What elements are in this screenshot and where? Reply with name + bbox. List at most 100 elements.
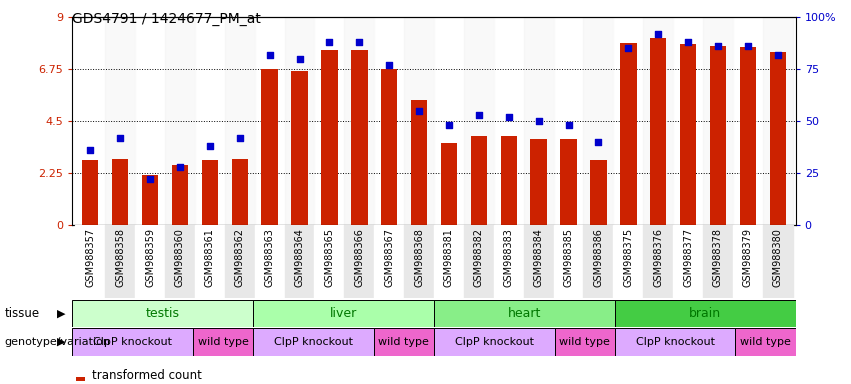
Text: GSM988383: GSM988383 bbox=[504, 228, 514, 287]
Bar bbox=[762, 17, 792, 225]
Text: GDS4791 / 1424677_PM_at: GDS4791 / 1424677_PM_at bbox=[72, 12, 261, 25]
Bar bbox=[172, 165, 188, 225]
Point bbox=[621, 45, 635, 51]
Text: GSM988361: GSM988361 bbox=[205, 228, 214, 287]
Point bbox=[711, 43, 725, 50]
Bar bbox=[381, 69, 397, 225]
Bar bbox=[284, 17, 315, 225]
Bar bbox=[673, 225, 703, 298]
Bar bbox=[553, 225, 584, 298]
Bar bbox=[195, 17, 225, 225]
Bar bbox=[740, 47, 756, 225]
Bar bbox=[560, 139, 577, 225]
Bar bbox=[584, 225, 614, 298]
Point bbox=[83, 147, 97, 153]
Text: GSM988375: GSM988375 bbox=[623, 228, 633, 287]
Bar bbox=[76, 225, 106, 298]
Text: GSM988365: GSM988365 bbox=[324, 228, 334, 287]
Bar bbox=[351, 50, 368, 225]
Point bbox=[443, 122, 456, 128]
Text: ClpP knockout: ClpP knockout bbox=[636, 337, 715, 347]
Point bbox=[113, 134, 127, 141]
Bar bbox=[345, 17, 374, 225]
Text: GSM988357: GSM988357 bbox=[85, 228, 95, 287]
Bar bbox=[72, 300, 254, 327]
Point bbox=[173, 164, 186, 170]
Text: GSM988363: GSM988363 bbox=[265, 228, 275, 287]
Point bbox=[562, 122, 575, 128]
Bar bbox=[523, 225, 553, 298]
Bar bbox=[434, 225, 464, 298]
Text: GSM988384: GSM988384 bbox=[534, 228, 544, 287]
Bar bbox=[673, 17, 703, 225]
Text: GSM988362: GSM988362 bbox=[235, 228, 245, 287]
Bar bbox=[254, 328, 374, 356]
Bar bbox=[202, 160, 218, 225]
Text: brain: brain bbox=[689, 307, 722, 320]
Point bbox=[472, 112, 486, 118]
Point bbox=[323, 39, 336, 45]
Bar bbox=[106, 17, 135, 225]
Text: wild type: wild type bbox=[379, 337, 429, 347]
Bar bbox=[82, 160, 99, 225]
Bar bbox=[112, 159, 129, 225]
Bar bbox=[710, 46, 726, 225]
Point bbox=[741, 43, 755, 50]
Bar bbox=[591, 160, 607, 225]
Bar bbox=[135, 225, 165, 298]
Bar bbox=[225, 225, 254, 298]
Text: ClpP knockout: ClpP knockout bbox=[93, 337, 172, 347]
Bar bbox=[441, 143, 457, 225]
Bar bbox=[530, 139, 547, 225]
Bar bbox=[762, 225, 792, 298]
Bar bbox=[165, 17, 195, 225]
Bar bbox=[614, 328, 735, 356]
Text: GSM988364: GSM988364 bbox=[294, 228, 305, 287]
Text: genotype/variation: genotype/variation bbox=[4, 337, 111, 347]
Point bbox=[532, 118, 545, 124]
Point bbox=[412, 108, 426, 114]
Text: testis: testis bbox=[146, 307, 180, 320]
Text: GSM988366: GSM988366 bbox=[354, 228, 364, 287]
Text: heart: heart bbox=[508, 307, 541, 320]
Text: GSM988360: GSM988360 bbox=[175, 228, 185, 287]
Bar bbox=[195, 225, 225, 298]
Bar bbox=[411, 100, 427, 225]
Point bbox=[651, 31, 665, 37]
Bar bbox=[735, 328, 796, 356]
Bar bbox=[523, 17, 553, 225]
Bar bbox=[494, 17, 523, 225]
Point bbox=[382, 62, 396, 68]
Text: wild type: wild type bbox=[740, 337, 791, 347]
Bar bbox=[76, 17, 106, 225]
Bar bbox=[135, 17, 165, 225]
Text: GSM988385: GSM988385 bbox=[563, 228, 574, 287]
Bar bbox=[500, 136, 517, 225]
Point bbox=[263, 51, 277, 58]
Bar bbox=[165, 225, 195, 298]
Bar bbox=[193, 328, 254, 356]
Bar bbox=[374, 328, 434, 356]
Bar bbox=[284, 225, 315, 298]
Bar bbox=[733, 17, 762, 225]
Point bbox=[293, 56, 306, 62]
Text: GSM988381: GSM988381 bbox=[444, 228, 454, 287]
Text: transformed count: transformed count bbox=[92, 369, 202, 382]
Bar bbox=[315, 225, 345, 298]
Bar bbox=[733, 225, 762, 298]
Bar bbox=[434, 17, 464, 225]
Bar bbox=[464, 17, 494, 225]
Bar bbox=[374, 225, 404, 298]
Bar bbox=[254, 17, 284, 225]
Point bbox=[682, 39, 695, 45]
Bar bbox=[703, 225, 733, 298]
Bar bbox=[434, 300, 614, 327]
Bar bbox=[142, 175, 158, 225]
Bar bbox=[464, 225, 494, 298]
Bar bbox=[321, 50, 338, 225]
Text: GSM988378: GSM988378 bbox=[713, 228, 723, 287]
Bar bbox=[703, 17, 733, 225]
Bar bbox=[225, 17, 254, 225]
Point bbox=[143, 176, 157, 182]
Bar bbox=[643, 17, 673, 225]
